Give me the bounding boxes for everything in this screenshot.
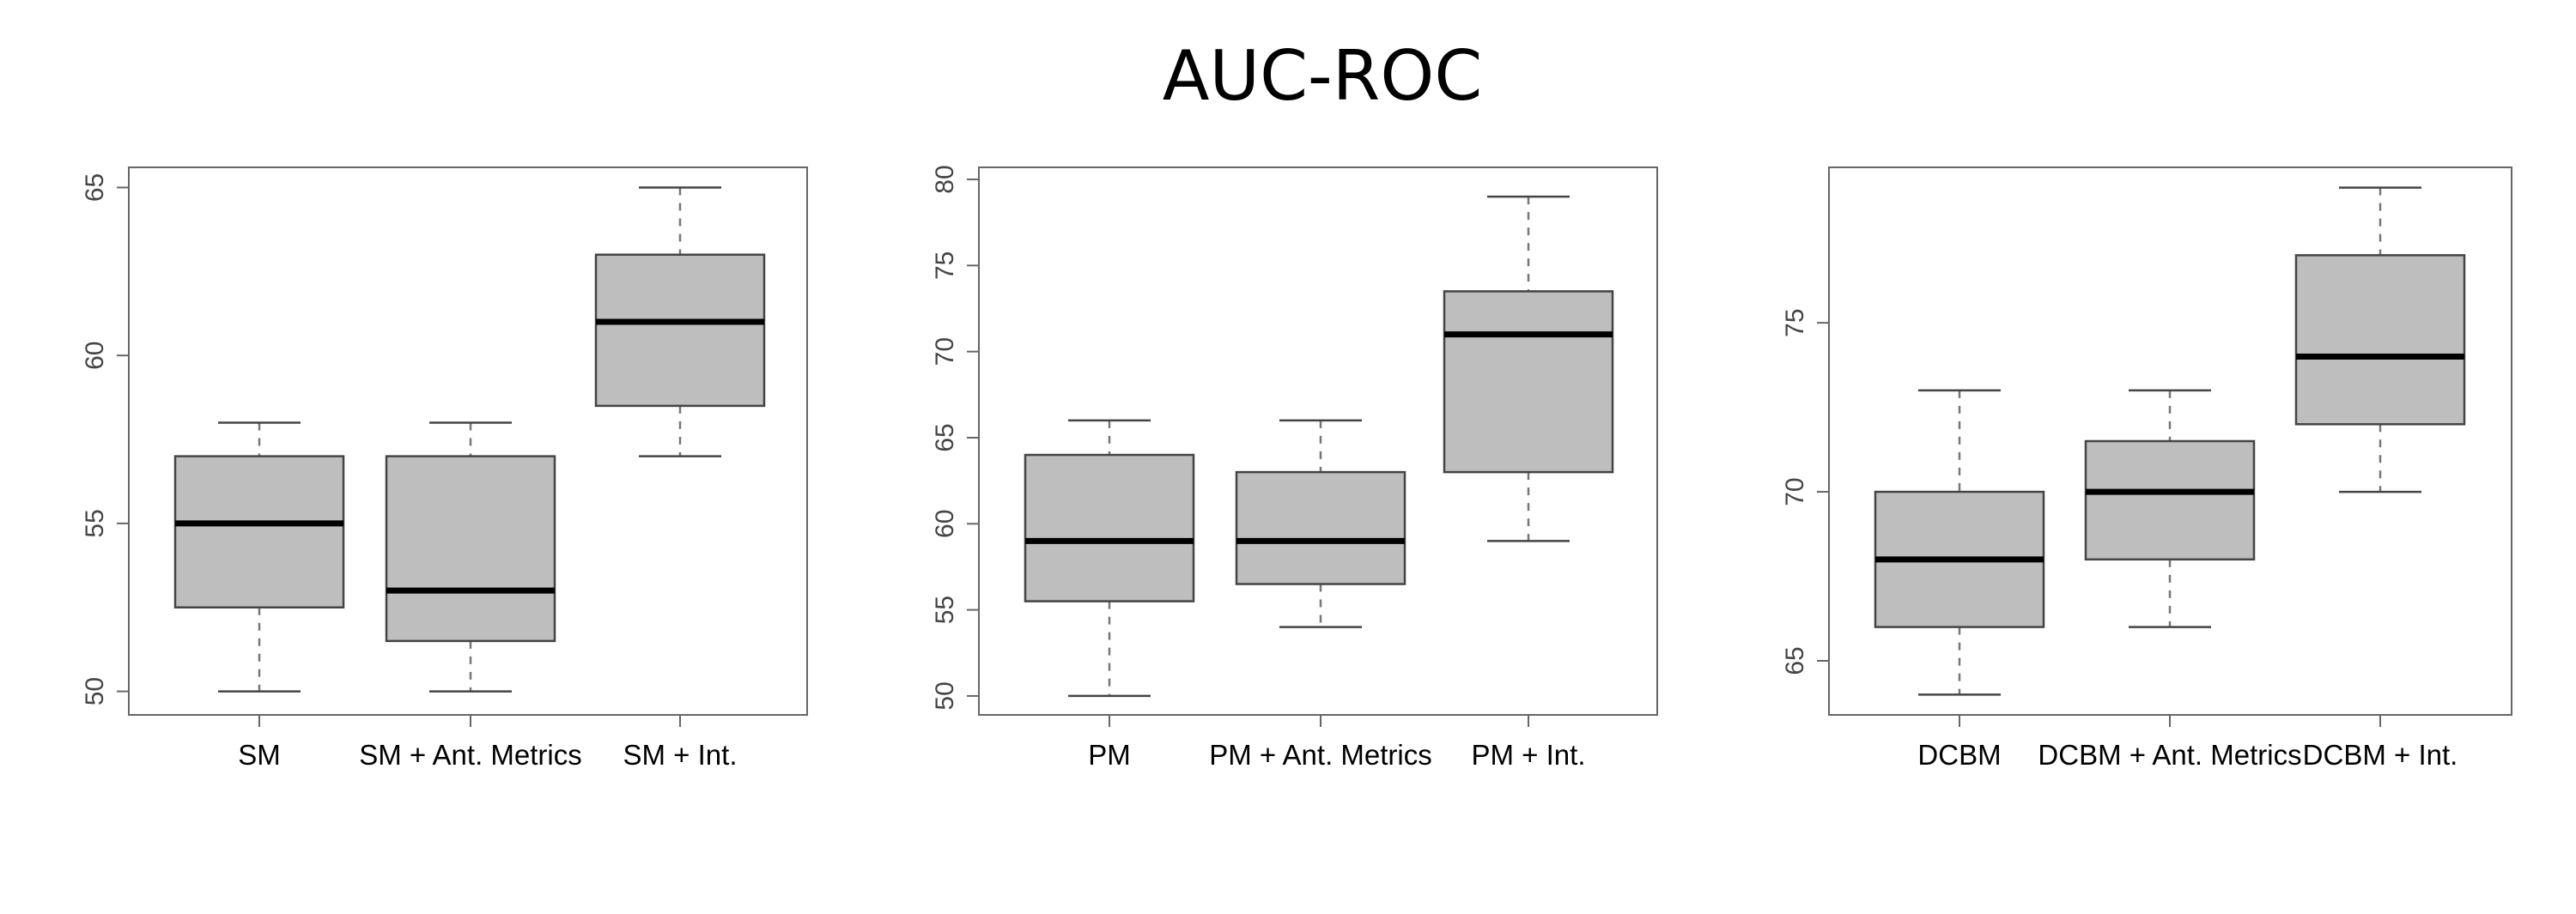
iqr-box xyxy=(1443,290,1614,474)
boxplot-panel-3: 65 70 75 DCBM DCBM + Ant. Metrics DCBM + Int. xyxy=(1781,166,2512,771)
box-1: SM xyxy=(173,421,345,771)
y-tick-label: 75 xyxy=(931,251,959,280)
x-category-label: DCBM + Ant. Metrics xyxy=(2038,739,2301,771)
x-category-label: SM xyxy=(238,739,281,771)
y-tick-label: 65 xyxy=(81,173,109,202)
y-tick-label: 60 xyxy=(81,342,109,370)
y-tick-label: 50 xyxy=(931,681,959,710)
chart-title: AUC-ROC xyxy=(1163,36,1482,116)
box-2: DCBM + Ant. Metrics xyxy=(2038,389,2302,771)
iqr-box xyxy=(1024,453,1195,602)
y-tick-label: 55 xyxy=(931,596,959,624)
boxplot-panel-2: 50 55 60 65 70 75 80 PM PM + Ant. Metrics PM + In… xyxy=(931,165,1658,771)
y-tick-label: 70 xyxy=(931,337,959,366)
box-1: DCBM xyxy=(1874,389,2045,771)
y-tick-label: 70 xyxy=(1781,477,1809,505)
box-2: SM + Ant. Metrics xyxy=(359,421,582,771)
y-tick-label: 60 xyxy=(931,510,959,538)
x-category-label: PM + Ant. Metrics xyxy=(1209,739,1432,771)
y-tick-label: 80 xyxy=(931,165,959,193)
plot-frame xyxy=(128,166,808,716)
y-tick-label: 65 xyxy=(931,423,959,451)
iqr-box xyxy=(594,253,766,408)
x-category-label: DCBM + Int. xyxy=(2303,739,2458,771)
x-category-label: PM + Int. xyxy=(1472,739,1586,771)
x-category-label: PM xyxy=(1088,739,1131,771)
y-tick-label: 50 xyxy=(81,677,109,705)
plot-frame xyxy=(978,166,1658,716)
x-category-label: SM + Ant. Metrics xyxy=(359,739,582,771)
boxplot-panel-1: 50 55 60 65 SM SM + Ant. Metrics SM + Int. xyxy=(81,166,808,771)
box-3: DCBM + Int. xyxy=(2294,186,2466,771)
x-category-label: DCBM xyxy=(1917,739,2001,771)
y-tick-label: 65 xyxy=(1781,646,1809,675)
box-3: PM + Int. xyxy=(1443,195,1614,771)
iqr-box xyxy=(2084,439,2256,561)
iqr-box xyxy=(385,455,556,643)
box-2: PM + Ant. Metrics xyxy=(1209,419,1432,771)
iqr-box xyxy=(173,455,345,608)
box-3: SM + Int. xyxy=(594,186,766,771)
panels: 50 55 60 65 SM SM + Ant. Metrics SM + Int. 50 55… xyxy=(81,165,2512,771)
box-1: PM xyxy=(1024,419,1195,771)
x-category-label: SM + Int. xyxy=(623,739,738,771)
iqr-box xyxy=(1235,470,1406,585)
iqr-box xyxy=(2294,254,2466,426)
y-tick-label: 55 xyxy=(81,509,109,537)
y-tick-label: 75 xyxy=(1781,308,1809,336)
